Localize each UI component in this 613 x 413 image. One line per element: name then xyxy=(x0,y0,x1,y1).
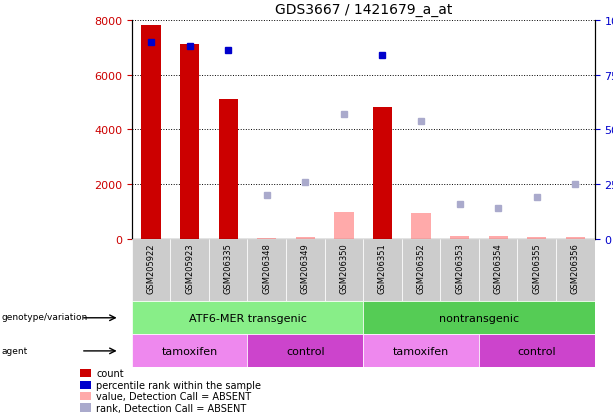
Bar xyxy=(248,335,363,368)
Bar xyxy=(402,240,440,301)
Bar xyxy=(209,240,248,301)
Text: agent: agent xyxy=(1,346,28,355)
Bar xyxy=(566,237,585,240)
Text: GSM205923: GSM205923 xyxy=(185,243,194,293)
Text: control: control xyxy=(517,346,556,356)
Text: GSM206349: GSM206349 xyxy=(301,243,310,293)
Text: GSM206352: GSM206352 xyxy=(417,243,425,293)
Bar xyxy=(334,212,354,240)
Text: ATF6-MER transgenic: ATF6-MER transgenic xyxy=(189,313,306,323)
Text: genotype/variation: genotype/variation xyxy=(1,313,88,322)
Bar xyxy=(527,237,546,240)
Text: GSM206350: GSM206350 xyxy=(340,243,348,293)
Bar xyxy=(80,369,91,377)
Bar xyxy=(411,214,431,240)
Text: control: control xyxy=(286,346,325,356)
Bar xyxy=(180,45,199,240)
Bar xyxy=(556,240,595,301)
Text: GSM205922: GSM205922 xyxy=(147,243,156,293)
Bar xyxy=(517,240,556,301)
Bar xyxy=(80,392,91,400)
Bar xyxy=(80,404,91,412)
Bar xyxy=(363,301,595,335)
Text: GSM206351: GSM206351 xyxy=(378,243,387,293)
Bar xyxy=(479,335,595,368)
Text: nontransgenic: nontransgenic xyxy=(439,313,519,323)
Bar xyxy=(325,240,364,301)
Title: GDS3667 / 1421679_a_at: GDS3667 / 1421679_a_at xyxy=(275,3,452,17)
Bar xyxy=(132,301,363,335)
Bar xyxy=(142,26,161,240)
Text: GSM206348: GSM206348 xyxy=(262,243,272,293)
Text: percentile rank within the sample: percentile rank within the sample xyxy=(96,380,261,390)
Text: GSM206335: GSM206335 xyxy=(224,243,233,293)
Text: GSM206354: GSM206354 xyxy=(493,243,503,293)
Text: value, Detection Call = ABSENT: value, Detection Call = ABSENT xyxy=(96,391,251,401)
Text: tamoxifen: tamoxifen xyxy=(393,346,449,356)
Bar xyxy=(479,240,517,301)
Text: GSM206353: GSM206353 xyxy=(455,243,464,293)
Text: GSM206355: GSM206355 xyxy=(532,243,541,293)
Bar xyxy=(440,240,479,301)
Bar xyxy=(489,237,508,240)
Text: count: count xyxy=(96,368,124,378)
Bar xyxy=(132,335,248,368)
Bar xyxy=(286,240,325,301)
Bar xyxy=(257,238,276,240)
Bar xyxy=(450,237,470,240)
Text: GSM206356: GSM206356 xyxy=(571,243,580,293)
Bar xyxy=(132,240,170,301)
Bar xyxy=(219,100,238,240)
Bar xyxy=(363,335,479,368)
Bar xyxy=(80,381,91,389)
Bar xyxy=(363,240,402,301)
Bar xyxy=(373,108,392,240)
Text: rank, Detection Call = ABSENT: rank, Detection Call = ABSENT xyxy=(96,403,246,413)
Bar xyxy=(295,237,315,240)
Bar xyxy=(170,240,209,301)
Text: tamoxifen: tamoxifen xyxy=(161,346,218,356)
Bar xyxy=(248,240,286,301)
